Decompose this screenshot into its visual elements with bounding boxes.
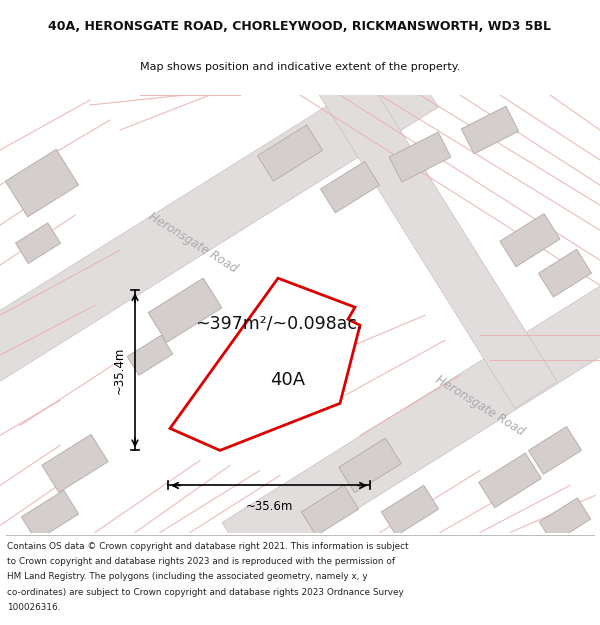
Text: 40A: 40A <box>271 371 305 389</box>
Polygon shape <box>301 486 359 536</box>
Polygon shape <box>148 278 222 342</box>
Polygon shape <box>339 438 401 493</box>
Polygon shape <box>539 498 591 543</box>
Polygon shape <box>500 214 560 267</box>
Polygon shape <box>42 434 108 492</box>
Polygon shape <box>539 249 592 297</box>
Text: ~35.6m: ~35.6m <box>245 501 293 514</box>
Text: ~35.4m: ~35.4m <box>113 347 125 394</box>
Polygon shape <box>461 106 518 154</box>
Polygon shape <box>529 427 581 474</box>
Text: to Crown copyright and database rights 2023 and is reproduced with the permissio: to Crown copyright and database rights 2… <box>7 557 395 566</box>
Polygon shape <box>389 132 451 182</box>
Text: 40A, HERONSGATE ROAD, CHORLEYWOOD, RICKMANSWORTH, WD3 5BL: 40A, HERONSGATE ROAD, CHORLEYWOOD, RICKM… <box>49 20 551 33</box>
Text: Map shows position and indicative extent of the property.: Map shows position and indicative extent… <box>140 61 460 71</box>
Text: Heronsgate Road: Heronsgate Road <box>433 372 527 438</box>
Polygon shape <box>320 161 379 212</box>
Text: co-ordinates) are subject to Crown copyright and database rights 2023 Ordnance S: co-ordinates) are subject to Crown copyr… <box>7 588 404 596</box>
Polygon shape <box>16 223 61 264</box>
Polygon shape <box>382 486 439 536</box>
Polygon shape <box>479 453 541 508</box>
Polygon shape <box>170 278 360 451</box>
Polygon shape <box>5 149 79 217</box>
Text: ~397m²/~0.098ac.: ~397m²/~0.098ac. <box>195 314 362 332</box>
Text: Heronsgate Road: Heronsgate Road <box>146 209 240 275</box>
Polygon shape <box>222 258 600 574</box>
Text: HM Land Registry. The polygons (including the associated geometry, namely x, y: HM Land Registry. The polygons (includin… <box>7 572 368 581</box>
Text: Contains OS data © Crown copyright and database right 2021. This information is : Contains OS data © Crown copyright and d… <box>7 542 409 551</box>
Polygon shape <box>22 491 79 541</box>
Text: 100026316.: 100026316. <box>7 602 61 612</box>
Polygon shape <box>257 125 323 181</box>
Polygon shape <box>0 56 439 404</box>
Polygon shape <box>303 42 557 408</box>
Polygon shape <box>127 336 173 375</box>
